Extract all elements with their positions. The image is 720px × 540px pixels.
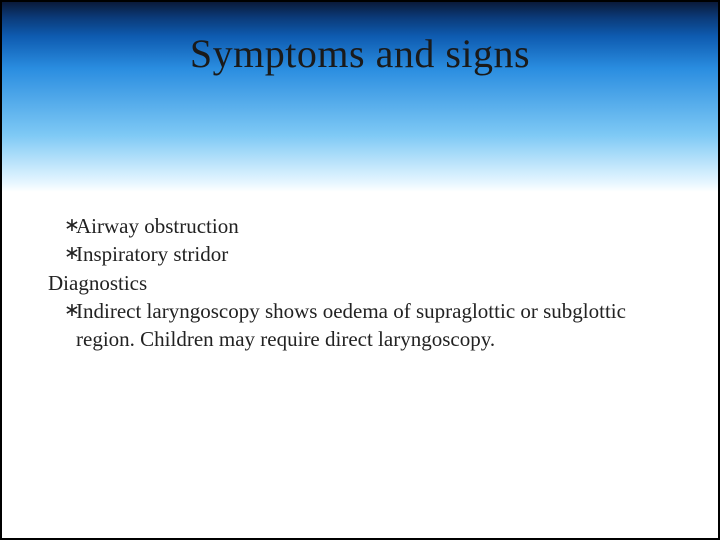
slide-title: Symptoms and signs bbox=[2, 30, 718, 77]
plain-line: Diagnostics bbox=[48, 269, 672, 297]
bullet-icon: ∗ bbox=[48, 212, 76, 240]
bullet-icon: ∗ bbox=[48, 297, 76, 325]
slide: Symptoms and signs ∗ Airway obstruction … bbox=[0, 0, 720, 540]
bullet-icon: ∗ bbox=[48, 240, 76, 268]
bullet-text: Inspiratory stridor bbox=[76, 240, 672, 268]
slide-body: ∗ Airway obstruction ∗ Inspiratory strid… bbox=[48, 212, 672, 354]
list-item: ∗ Airway obstruction bbox=[48, 212, 672, 240]
list-item: ∗ Inspiratory stridor bbox=[48, 240, 672, 268]
bullet-text: Indirect laryngoscopy shows oedema of su… bbox=[76, 297, 672, 354]
list-item: ∗ Indirect laryngoscopy shows oedema of … bbox=[48, 297, 672, 354]
bullet-text: Airway obstruction bbox=[76, 212, 672, 240]
